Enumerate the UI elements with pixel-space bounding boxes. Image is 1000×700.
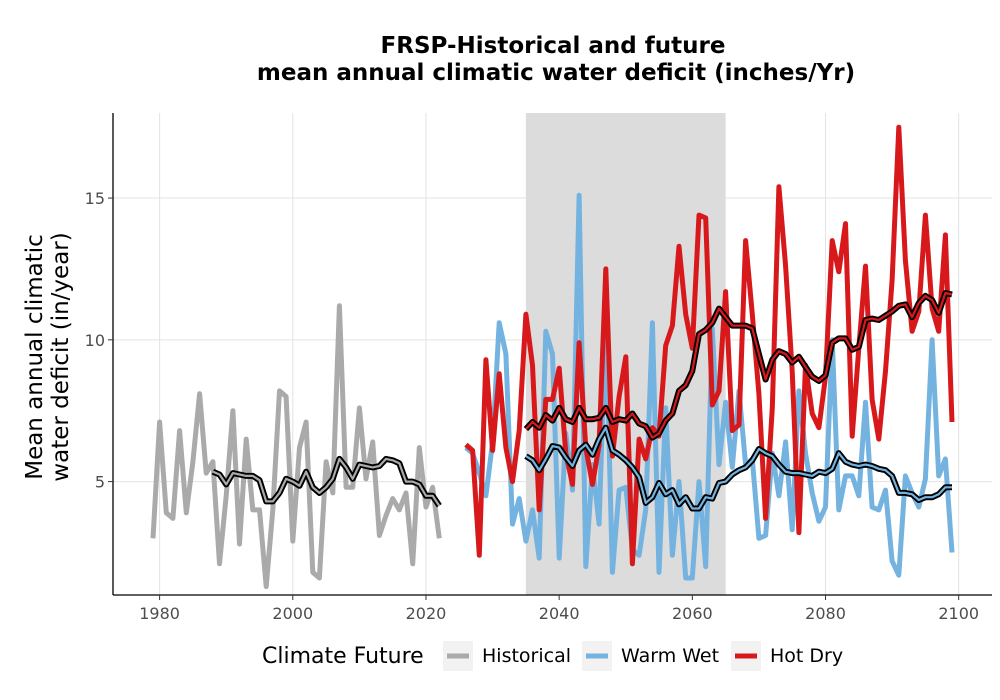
x-tick-label-2080: 2080 bbox=[805, 604, 846, 623]
series-layer bbox=[150, 124, 955, 589]
legend-title: Climate Future bbox=[262, 644, 424, 669]
series-line-historical bbox=[150, 303, 442, 589]
plot-area: 1980 2000 2020 2040 2060 2080 2100 5 10 15 bbox=[85, 113, 992, 623]
smoothed-line-hot-dry bbox=[525, 291, 953, 439]
x-tick-label-2060: 2060 bbox=[672, 604, 713, 623]
y-tick-label-10: 10 bbox=[85, 331, 105, 350]
x-tick-label-2020: 2020 bbox=[406, 604, 447, 623]
series-line-warm-wet bbox=[464, 192, 955, 581]
legend-item-historical: Historical bbox=[443, 641, 571, 671]
legend-label-hot-dry: Hot Dry bbox=[770, 645, 843, 667]
x-tick-label-2040: 2040 bbox=[539, 604, 580, 623]
x-tick-label-2100: 2100 bbox=[938, 604, 979, 623]
legend: Climate Future Historical Warm Wet Hot D… bbox=[262, 641, 843, 671]
chart-title-line-2: mean annual climatic water deficit (inch… bbox=[257, 60, 855, 86]
legend-label-historical: Historical bbox=[482, 645, 571, 667]
axes bbox=[112, 113, 992, 596]
legend-item-warm-wet: Warm Wet bbox=[582, 641, 719, 671]
y-axis-label: Mean annual climatic water deficit (in/y… bbox=[22, 232, 74, 481]
y-axis-label-line-1: Mean annual climatic bbox=[22, 234, 48, 480]
y-tick-label-15: 15 bbox=[85, 189, 105, 208]
smoothed-line-historical bbox=[212, 457, 441, 507]
x-tick-label-1980: 1980 bbox=[139, 604, 180, 623]
legend-item-hot-dry: Hot Dry bbox=[731, 641, 843, 671]
x-tick-label-2000: 2000 bbox=[272, 604, 313, 623]
chart-title-line-1: FRSP-Historical and future bbox=[381, 33, 726, 59]
legend-label-warm-wet: Warm Wet bbox=[621, 645, 719, 667]
series-line-hot-dry bbox=[464, 124, 955, 567]
tick-labels: 1980 2000 2020 2040 2060 2080 2100 5 10 15 bbox=[85, 189, 979, 623]
y-axis-label-line-2: water deficit (in/year) bbox=[48, 232, 74, 481]
y-tick-label-5: 5 bbox=[95, 473, 105, 492]
smoothed-line-warm-wet bbox=[525, 426, 952, 510]
